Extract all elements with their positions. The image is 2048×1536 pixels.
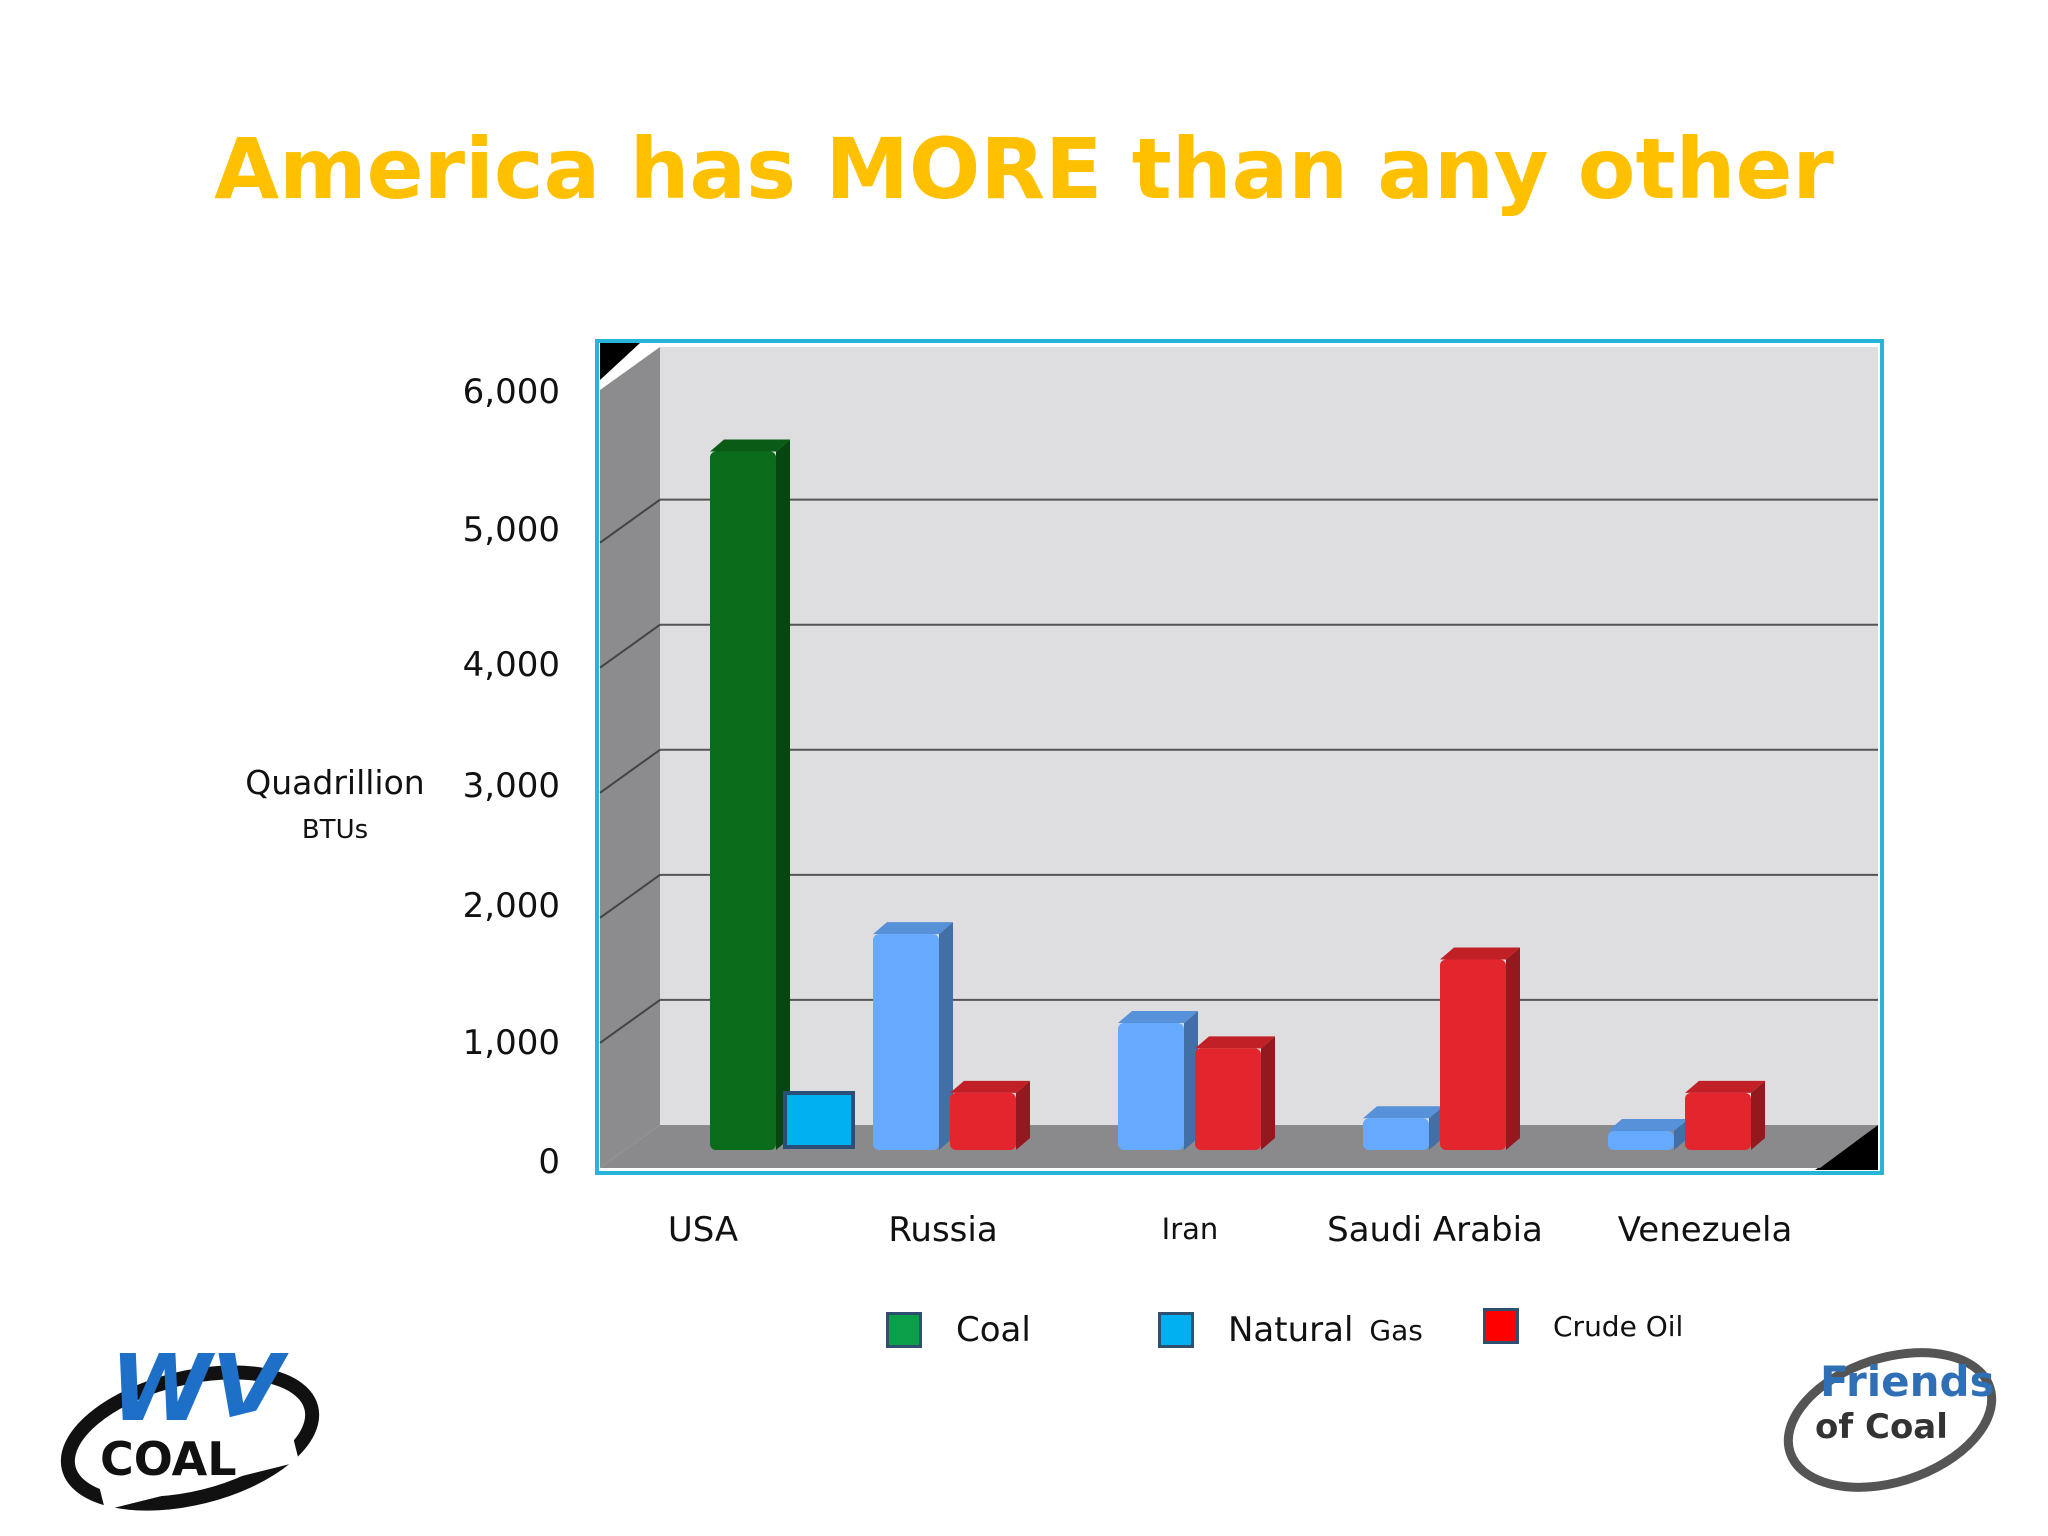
bar-venezuela-natural-gas-side [1674, 1118, 1688, 1150]
bar-usa-natural-gas [783, 1091, 855, 1149]
bar-venezuela-crude-oil-front [1685, 1092, 1751, 1150]
x-tick-label: Iran [1161, 1212, 1219, 1246]
bar-usa-coal-top [710, 439, 790, 452]
friends-text: Friends [1820, 1357, 1995, 1406]
bar-iran-natural-gas-top [1118, 1011, 1198, 1023]
y-axis-label: Quadrillion [245, 763, 425, 802]
bar-iran-natural-gas-front [1118, 1023, 1184, 1150]
bar-usa-coal-side [776, 439, 790, 1150]
legend-swatch-natural-gas [1158, 1312, 1194, 1348]
bar-russia-natural-gas-front [873, 934, 939, 1150]
y-tick-label: 4,000 [462, 645, 560, 685]
grid-line-side [599, 623, 661, 669]
bars [710, 439, 1765, 1150]
slide-title: America has MORE than any other [214, 120, 1834, 218]
bar-russia-crude-oil-top [950, 1080, 1030, 1093]
y-tick-label: 6,000 [462, 372, 560, 412]
legend-label: Crude Oil [1553, 1309, 1684, 1343]
bar-saudi-arabia-crude-oil-side [1506, 947, 1520, 1150]
bar-russia-crude-oil [950, 1080, 1030, 1150]
bar-russia-crude-oil-side [1016, 1080, 1030, 1150]
x-tick-label: Saudi Arabia [1327, 1210, 1543, 1250]
bar-russia-crude-oil-front [950, 1092, 1016, 1150]
y-tick-label: 3,000 [462, 766, 560, 806]
bar-iran-crude-oil-side [1261, 1036, 1275, 1150]
bar-venezuela-crude-oil-side [1751, 1080, 1765, 1150]
coal-logo-text: COAL [100, 1432, 237, 1486]
bar-saudi-arabia-crude-oil-top [1440, 947, 1520, 960]
bar-iran-crude-oil-front [1195, 1048, 1261, 1150]
bar-saudi-arabia-crude-oil-front [1440, 959, 1506, 1150]
y-axis-label-unit: BTUs [301, 815, 369, 845]
x-tick-label: Russia [888, 1210, 998, 1250]
wv-coal-logo: WV COAL [60, 1335, 320, 1511]
of-coal-text: of Coal [1815, 1407, 1948, 1447]
legend-label: Natural [1228, 1310, 1354, 1350]
grid-line-side [599, 748, 661, 794]
chart-corner-top [600, 343, 640, 380]
bar-venezuela-crude-oil-top [1685, 1080, 1765, 1093]
grid-line-side [599, 874, 661, 919]
y-tick-label: 2,000 [462, 886, 560, 926]
bar-venezuela-natural-gas-front [1608, 1130, 1674, 1150]
bar-iran-natural-gas [1118, 1011, 1198, 1150]
y-tick-label: 5,000 [462, 510, 560, 550]
bar-russia-natural-gas-side [939, 922, 953, 1150]
y-tick-label: 1,000 [462, 1023, 560, 1063]
bar-usa-coal-front [710, 451, 776, 1150]
bar-saudi-arabia-natural-gas-top [1363, 1106, 1443, 1119]
bar-usa-coal [710, 439, 790, 1150]
bar-iran-crude-oil-top [1195, 1036, 1275, 1049]
bar-venezuela-natural-gas [1608, 1118, 1688, 1150]
bar-iran-natural-gas-side [1184, 1011, 1198, 1150]
bar-iran-crude-oil [1195, 1036, 1275, 1150]
bar-saudi-arabia-crude-oil [1440, 947, 1520, 1150]
legend-label: Coal [956, 1310, 1031, 1350]
y-tick-label: 0 [538, 1142, 560, 1182]
chart-back-wall [660, 347, 1878, 1125]
bar-venezuela-crude-oil [1685, 1080, 1765, 1150]
legend-swatch-crude-oil [1483, 1308, 1519, 1344]
friends-of-coal-logo: Friends of Coal [1783, 1348, 1997, 1492]
bar-russia-natural-gas [873, 922, 953, 1150]
legend-item-coal: Coal [886, 1308, 1031, 1352]
bar-saudi-arabia-natural-gas-front [1363, 1118, 1429, 1150]
chart-side-wall [600, 347, 660, 1168]
x-tick-label: USA [667, 1210, 739, 1250]
grid-line-side [599, 999, 661, 1044]
x-tick-label: Venezuela [1617, 1210, 1793, 1250]
bar-saudi-arabia-natural-gas [1363, 1106, 1443, 1150]
bar-saudi-arabia-natural-gas-side [1429, 1106, 1443, 1150]
grid-lines [599, 498, 1878, 1044]
grid-line-side [599, 498, 661, 544]
bar-venezuela-natural-gas-top [1608, 1118, 1688, 1131]
legend-item-natural-gas: Natural Gas [1158, 1308, 1423, 1352]
legend-label-small: Gas [1369, 1313, 1423, 1347]
bar-russia-natural-gas-top [873, 922, 953, 935]
legend-item-crude-oil: Crude Oil [1483, 1304, 1683, 1348]
legend-swatch-coal [886, 1312, 922, 1348]
